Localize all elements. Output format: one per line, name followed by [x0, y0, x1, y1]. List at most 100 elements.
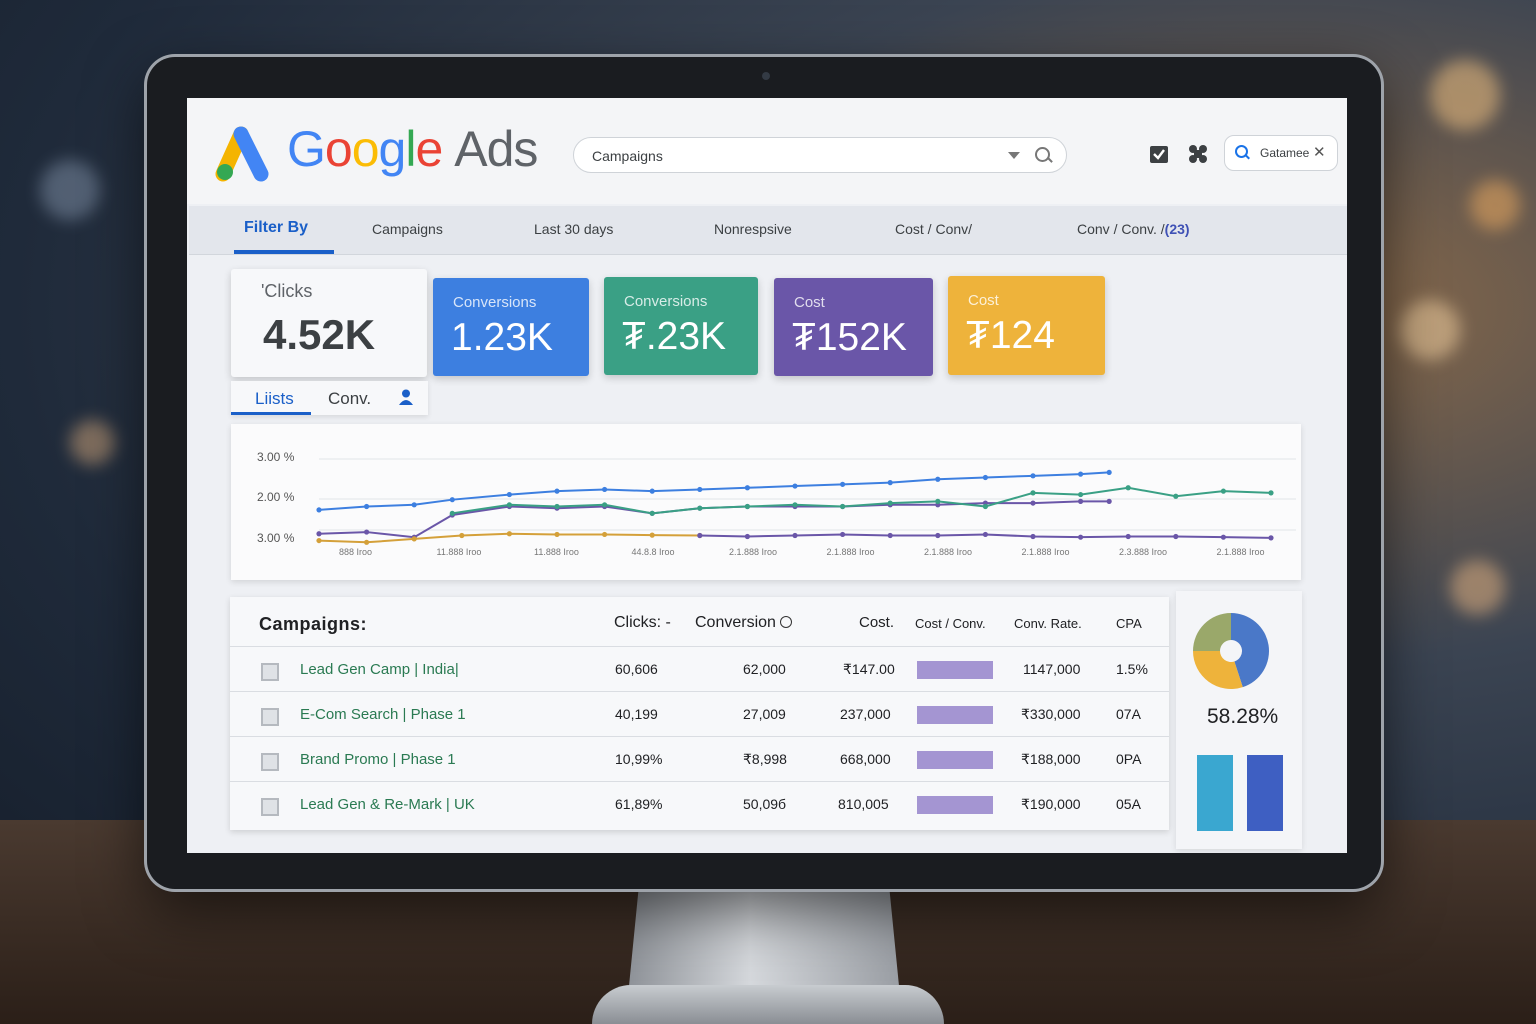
kpi-label: Cost [794, 294, 825, 311]
calendar-check-icon[interactable] [1149, 144, 1169, 164]
cell-rate: ₹188,000 [1021, 751, 1081, 767]
header-cost[interactable]: Cost. [859, 614, 895, 631]
campaign-name[interactable]: E-Com Search | Phase 1 [300, 706, 466, 723]
data-point [982, 531, 989, 538]
search-input[interactable]: Campaigns [573, 137, 1067, 173]
filter-date-range[interactable]: Last 30 days [534, 221, 614, 237]
row-checkbox[interactable] [261, 663, 279, 681]
table-row[interactable]: Brand Promo | Phase 1 10,99% ₹8,998 668,… [230, 736, 1169, 782]
data-point [554, 503, 560, 510]
kpi-value: ₮152K [792, 316, 907, 359]
donut-slice [1193, 613, 1231, 651]
header-conversion-label: Conversion [695, 614, 776, 631]
data-point [840, 481, 846, 487]
data-point [1030, 473, 1036, 479]
filter-nonresponsive[interactable]: Nonrespsive [714, 221, 792, 237]
table-row[interactable]: E-Com Search | Phase 1 40,199 27,009 237… [230, 691, 1169, 737]
cell-cpa: 1.5% [1116, 661, 1148, 677]
data-point [649, 510, 655, 516]
data-point [744, 533, 751, 540]
apps-grid-icon[interactable] [1188, 144, 1208, 164]
cell-clicks: 10,99% [615, 751, 663, 767]
logo-ads: Ads [454, 121, 538, 177]
cell-rate: ₹190,000 [1021, 796, 1081, 812]
data-point [554, 531, 560, 538]
search-icon[interactable] [1035, 147, 1050, 162]
filter-cost-conv[interactable]: Cost / Conv/ [895, 221, 973, 237]
cell-cost: 668,000 [840, 751, 891, 767]
campaign-name[interactable]: Lead Gen Camp | India| [300, 661, 459, 678]
kpi-label: 'Clicks [261, 281, 313, 301]
close-icon[interactable]: ✕ [1313, 144, 1326, 161]
header-conversion[interactable]: Conversion [695, 614, 793, 632]
cell-cpa: 07A [1116, 706, 1141, 722]
person-icon[interactable] [399, 389, 413, 405]
kpi-conversions[interactable]: Conversions 1.23K [433, 278, 589, 376]
filter-conv-conv[interactable]: Conv / Conv. /(23) [1077, 221, 1190, 237]
header-conv-rate[interactable]: Conv. Rate. [1014, 616, 1082, 631]
active-tab-indicator [234, 250, 334, 254]
kpi-value: 1.23K [451, 316, 553, 359]
data-point [744, 503, 751, 510]
campaign-name[interactable]: Lead Gen & Re-Mark | UK [300, 796, 475, 813]
data-point [1125, 485, 1131, 491]
data-point [449, 510, 455, 516]
data-point [649, 532, 655, 538]
data-point [364, 503, 370, 510]
data-point [792, 532, 798, 539]
summary-percent: 58.28% [1207, 705, 1279, 728]
data-point [697, 532, 703, 539]
data-point [1078, 491, 1084, 498]
header-clicks[interactable]: Clicks: - [614, 614, 671, 631]
account-label: Gatamee [1260, 146, 1310, 160]
kpi-cost-per[interactable]: Cost ₮124 [948, 276, 1105, 375]
data-point [887, 532, 893, 539]
data-point [602, 502, 608, 508]
kpi-conversions-value[interactable]: Conversions ₮.23K [604, 277, 758, 375]
x-tick-label: 2.1.888 Iroo [924, 547, 972, 557]
cost-conv-bar [917, 796, 993, 814]
donut-slice [1193, 651, 1243, 689]
row-checkbox[interactable] [261, 798, 279, 816]
active-subtab-indicator [231, 412, 311, 415]
table-row[interactable]: Lead Gen & Re-Mark | UK 61,89% 50,09б 81… [230, 781, 1169, 827]
row-checkbox[interactable] [261, 753, 279, 771]
webcam [762, 72, 770, 80]
cell-cpa: 0PA [1116, 751, 1142, 767]
header-cost-conv[interactable]: Cost / Conv. [915, 616, 986, 631]
x-tick-label: 2.1.888 Iroo [827, 547, 875, 557]
row-checkbox[interactable] [261, 708, 279, 726]
data-point [935, 498, 941, 504]
data-point [792, 502, 798, 508]
tab-conv[interactable]: Conv. [328, 389, 372, 408]
kpi-value: 4.52K [263, 311, 376, 358]
tab-lists[interactable]: Liists [255, 389, 294, 408]
line-chart-svg: 3.00 % 2.00 % 3.00 % 888 Iroo 11.888 Iroo 11.… [257, 450, 1296, 557]
kpi-clicks[interactable]: 'Clicks 4.52K [231, 269, 427, 377]
cell-conversion: ₹8,998 [743, 751, 787, 767]
info-icon [780, 616, 793, 628]
header-cpa[interactable]: CPA [1116, 616, 1142, 631]
data-point [1078, 498, 1084, 504]
cell-conversion: 27,009 [743, 706, 786, 722]
cost-conv-bar [917, 706, 993, 724]
table-row[interactable]: Lead Gen Camp | India| 60,606 62,000 ₹14… [230, 646, 1169, 692]
campaign-name[interactable]: Brand Promo | Phase 1 [300, 751, 456, 768]
filter-by-tab[interactable]: Filter By [244, 219, 309, 236]
cell-clicks: 60,606 [615, 661, 658, 677]
filter-campaigns[interactable]: Campaigns [372, 221, 443, 237]
y-tick-label: 3.00 % [257, 450, 295, 464]
monitor-stand [628, 886, 900, 996]
kpi-label: Cost [968, 292, 999, 309]
data-point [1125, 533, 1131, 540]
data-point [506, 531, 512, 537]
account-search[interactable]: Gatamee ✕ [1224, 135, 1338, 171]
chart-subtabs: Liists Conv. [231, 381, 428, 415]
logo-text: Google Ads [287, 120, 538, 178]
bokeh-light [1430, 60, 1500, 130]
data-point [1268, 535, 1274, 541]
x-tick-label: 11.888 Iroo [534, 547, 579, 557]
chevron-down-icon[interactable] [1008, 152, 1020, 159]
kpi-cost[interactable]: Cost ₮152K [774, 278, 933, 376]
cost-conv-bar [917, 751, 993, 769]
